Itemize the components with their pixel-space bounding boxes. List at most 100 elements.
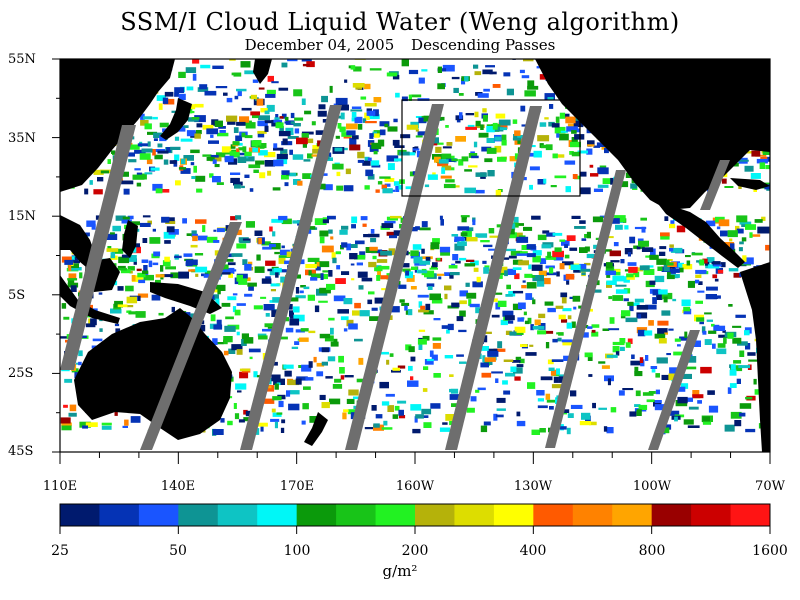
- cloud-pixel: [185, 67, 197, 73]
- cloud-pixel: [61, 303, 67, 309]
- cloud-pixel: [482, 355, 486, 363]
- cloud-pixel: [637, 238, 644, 242]
- cloud-pixel: [475, 189, 485, 194]
- cloud-pixel: [61, 422, 72, 426]
- cloud-pixel: [522, 280, 526, 283]
- cloud-pixel: [649, 280, 656, 285]
- cloud-pixel: [639, 265, 650, 271]
- cloud-pixel: [739, 350, 745, 357]
- cloud-pixel: [350, 412, 356, 420]
- cloud-pixel: [136, 268, 142, 272]
- cloud-pixel: [400, 134, 411, 139]
- cloud-pixel: [381, 223, 394, 228]
- cloud-pixel: [289, 390, 300, 395]
- cloud-pixel: [550, 369, 557, 376]
- cloud-pixel: [369, 316, 381, 321]
- cloud-pixel: [442, 64, 455, 72]
- cloud-pixel: [639, 357, 644, 363]
- cloud-pixel: [554, 247, 562, 252]
- cloud-pixel: [518, 260, 529, 266]
- cloud-pixel: [267, 268, 272, 272]
- cloud-pixel: [736, 228, 744, 234]
- cloud-pixel: [602, 328, 610, 331]
- cloud-pixel: [162, 260, 171, 267]
- cloud-pixel: [143, 274, 154, 281]
- cloud-pixel: [580, 171, 587, 177]
- cloud-pixel: [351, 224, 356, 229]
- cloud-pixel: [186, 86, 194, 91]
- cloud-pixel: [126, 296, 138, 304]
- cloud-pixel: [458, 93, 464, 96]
- cloud-pixel: [140, 113, 145, 120]
- cloud-pixel: [190, 244, 198, 248]
- cloud-pixel: [329, 85, 333, 93]
- cloud-pixel: [188, 269, 197, 272]
- cloud-pixel: [290, 121, 295, 124]
- cloud-pixel: [621, 310, 631, 317]
- cloud-pixel: [160, 265, 164, 272]
- cloud-pixel: [233, 127, 239, 133]
- cloud-pixel: [548, 121, 555, 127]
- cloud-pixel: [290, 112, 295, 119]
- cloud-pixel: [253, 305, 263, 310]
- cloud-pixel: [704, 339, 712, 345]
- cloud-pixel: [573, 306, 577, 310]
- cloud-pixel: [624, 225, 629, 230]
- cloud-pixel: [561, 339, 573, 343]
- cloud-pixel: [613, 268, 621, 276]
- cloud-pixel: [745, 428, 756, 433]
- cloud-pixel: [541, 244, 552, 249]
- cloud-pixel: [465, 113, 475, 116]
- cloud-pixel: [159, 135, 167, 142]
- cloud-pixel: [180, 168, 191, 174]
- cloud-pixel: [169, 160, 177, 164]
- cloud-pixel: [459, 257, 467, 261]
- cloud-pixel: [112, 225, 121, 232]
- cloud-pixel: [514, 376, 521, 381]
- cloud-pixel: [397, 400, 407, 404]
- cloud-pixel: [377, 139, 385, 147]
- cloud-pixel: [350, 244, 358, 248]
- cloud-pixel: [129, 270, 133, 274]
- cloud-pixel: [194, 253, 204, 256]
- cloud-pixel: [335, 278, 346, 284]
- cloud-pixel: [90, 318, 97, 326]
- cloud-pixel: [551, 123, 560, 128]
- cloud-pixel: [301, 420, 306, 425]
- cloud-pixel: [489, 71, 497, 75]
- cloud-pixel: [231, 344, 243, 351]
- cloud-pixel: [226, 258, 234, 262]
- cloud-pixel: [547, 359, 554, 365]
- cloud-pixel: [571, 215, 581, 219]
- cloud-pixel: [610, 260, 620, 263]
- cloud-pixel: [275, 271, 279, 278]
- cloud-pixel: [152, 183, 163, 191]
- cloud-pixel: [206, 236, 218, 243]
- cloud-pixel: [444, 355, 454, 359]
- cloud-pixel: [85, 422, 98, 427]
- cloud-pixel: [101, 425, 112, 430]
- cloud-pixel: [191, 42, 196, 46]
- cloud-pixel: [737, 341, 748, 346]
- lat-label-25s: 25S: [8, 366, 34, 381]
- cloud-pixel: [154, 154, 163, 160]
- cloud-pixel: [279, 116, 284, 119]
- cloud-pixel: [558, 332, 564, 336]
- cloud-pixel: [278, 258, 286, 264]
- cloud-pixel: [235, 215, 242, 220]
- cloud-pixel: [535, 48, 541, 50]
- cloud-pixel: [612, 346, 620, 353]
- cloud-pixel: [688, 406, 699, 410]
- cloud-pixel: [560, 130, 568, 133]
- cloud-pixel: [699, 259, 705, 266]
- cloud-pixel: [320, 273, 324, 280]
- cloud-pixel: [374, 297, 387, 304]
- cloud-pixel: [580, 187, 591, 195]
- cloud-pixel: [458, 159, 464, 166]
- cloud-pixel: [466, 237, 478, 242]
- cloud-pixel: [589, 164, 594, 168]
- cloud-pixel: [508, 320, 514, 324]
- cloud-pixel: [360, 216, 368, 221]
- cloud-pixel: [482, 108, 487, 113]
- cloud-pixel: [411, 42, 415, 45]
